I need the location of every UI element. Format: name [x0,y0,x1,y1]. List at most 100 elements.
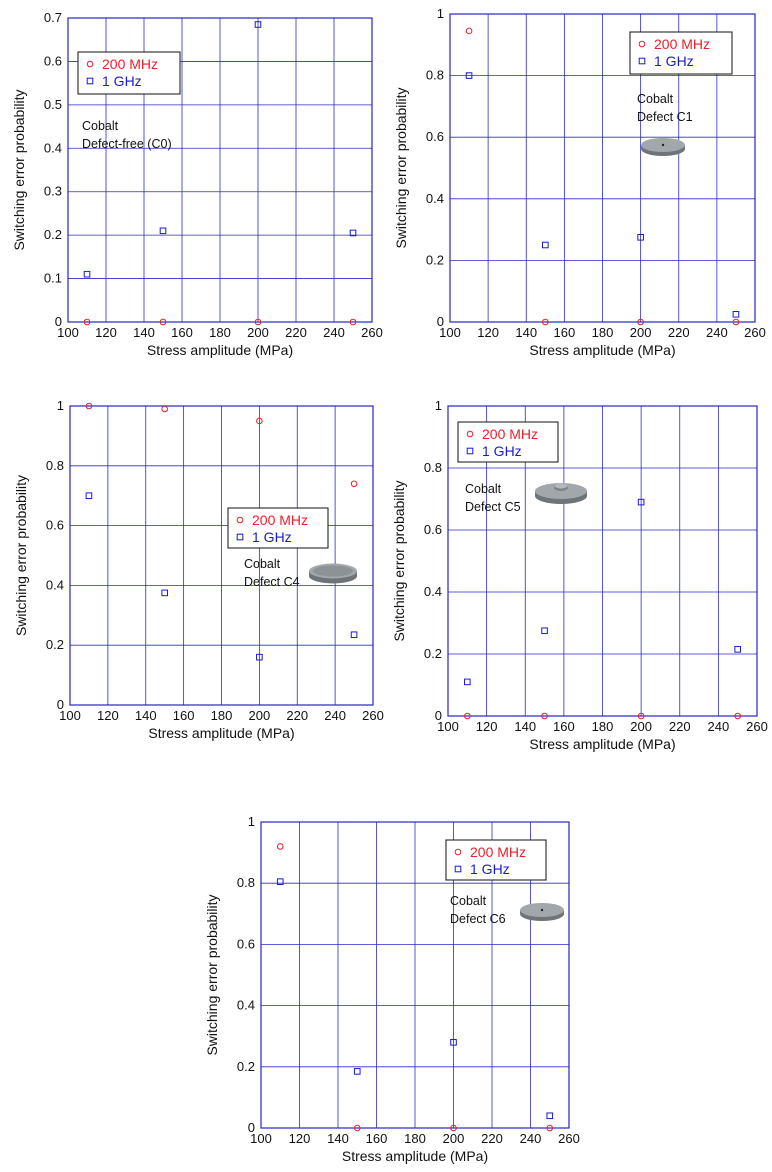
chart-panel-2: 100 120 140 160 180 200 220 240 260 0 0.2 0.4 0.6 0.8… [393,6,766,358]
y-tick-label: 0.4 [424,584,442,599]
inset-disk-icon [535,483,587,504]
x-axis-label: Stress amplitude (MPa) [529,342,675,358]
y-tick-label: 0.6 [44,53,62,68]
legend-label: 1 GHz [482,443,522,459]
data-point-1ghz [83,270,91,278]
x-tick-label: 180 [211,708,233,723]
y-tick-label: 0.4 [46,577,64,592]
x-tick-label: 220 [481,1131,503,1146]
material-annotation: Defect C4 [244,575,300,589]
x-tick-label: 260 [362,708,384,723]
y-tick-label: 1 [437,6,444,21]
y-tick-label: 0 [57,697,64,712]
inset-disk-icon [309,563,357,584]
y-tick-label: 0.1 [44,271,62,286]
data-point-1ghz [465,72,473,79]
data-point-200mhz [85,402,93,410]
data-point-200mhz [450,1124,457,1132]
y-tick-label: 0 [437,314,444,329]
x-axis-label: Stress amplitude (MPa) [342,1148,488,1164]
data-point-200mhz [349,318,357,326]
y-tick-label: 0.2 [46,637,64,652]
y-tick-label: 0 [435,708,442,723]
x-tick-label: 240 [324,708,346,723]
y-tick-label: 0.3 [44,184,62,199]
x-tick-label: 160 [553,719,575,734]
legend-marker-circle [236,516,244,524]
data-point-1ghz [256,653,263,661]
data-point-200mhz [734,712,741,720]
chart-panel-1: 100 120 140 160 180 200 220 240 260 0 0.1 0.2 0.3 0.4… [11,10,383,358]
y-axis-label: Switching error probability [393,87,409,248]
data-point-1ghz [350,631,358,639]
y-tick-label: 0.4 [237,998,255,1013]
x-tick-label: 220 [286,708,308,723]
data-point-1ghz [546,1112,554,1120]
data-point-1ghz [464,678,471,686]
material-annotation: Cobalt [465,482,502,496]
x-tick-label: 200 [249,708,271,723]
plot-frame [449,13,756,323]
data-point-200mhz [161,405,168,413]
y-tick-label: 0.6 [426,129,444,144]
legend-marker-square [638,57,646,65]
y-tick-label: 1 [248,814,255,829]
y-tick-label: 0.6 [237,936,255,951]
y-tick-label: 0.6 [424,522,442,537]
chart-panel-5: 100 120 140 160 180 200 220 240 260 0 0.2 0.4 0.6 0.8… [204,814,580,1164]
legend-marker-circle [466,430,474,438]
data-point-1ghz [161,589,168,597]
data-point-200mhz [256,417,263,425]
legend-label: 200 MHz [482,426,538,442]
legend-marker-square [454,865,462,873]
data-point-1ghz [349,229,357,237]
data-point-200mhz [276,843,284,850]
data-point-1ghz [732,311,740,318]
data-point-1ghz [353,1068,361,1075]
x-tick-label: 180 [592,719,614,734]
plot-frame [447,405,758,717]
y-tick-label: 0.5 [44,97,62,112]
material-annotation: Cobalt [637,92,674,106]
plot-frame [260,821,570,1129]
x-tick-label: 120 [289,1131,311,1146]
x-tick-label: 240 [323,325,345,340]
x-tick-label: 100 [437,719,459,734]
data-point-200mhz [254,318,262,326]
data-point-1ghz [276,878,284,885]
data-point-1ghz [734,646,741,653]
data-point-1ghz [254,21,262,28]
x-tick-label: 100 [250,1131,272,1146]
chart-panel-4: 100 120 140 160 180 200 220 240 260 0 0.2 0.4 0.6 0.8… [391,398,768,752]
data-point-200mhz [83,318,91,326]
data-point-200mhz [542,318,549,326]
material-annotation: Cobalt [450,894,487,908]
x-tick-label: 200 [630,325,652,340]
data-point-1ghz [159,227,167,235]
legend-marker-square [466,447,474,455]
y-tick-label: 0.8 [424,460,442,475]
x-axis-label: Stress amplitude (MPa) [529,736,675,752]
plot-frame [69,405,374,706]
data-point-200mhz [464,712,471,720]
legend-marker-square [236,533,244,541]
y-axis-label: Switching error probability [204,894,220,1055]
y-tick-label: 1 [57,398,64,413]
data-point-1ghz [450,1039,457,1046]
material-annotation: Cobalt [244,557,281,571]
data-point-200mhz [637,318,644,326]
y-tick-label: 0.8 [46,458,64,473]
y-tick-label: 0.6 [46,518,64,533]
data-point-200mhz [546,1124,554,1132]
x-tick-label: 180 [404,1131,426,1146]
x-tick-label: 260 [558,1131,580,1146]
legend-marker-circle [638,40,646,48]
x-tick-label: 180 [592,325,614,340]
legend-marker-circle [454,848,462,856]
data-point-200mhz [732,318,740,326]
x-tick-label: 220 [669,719,691,734]
data-point-1ghz [542,241,549,249]
